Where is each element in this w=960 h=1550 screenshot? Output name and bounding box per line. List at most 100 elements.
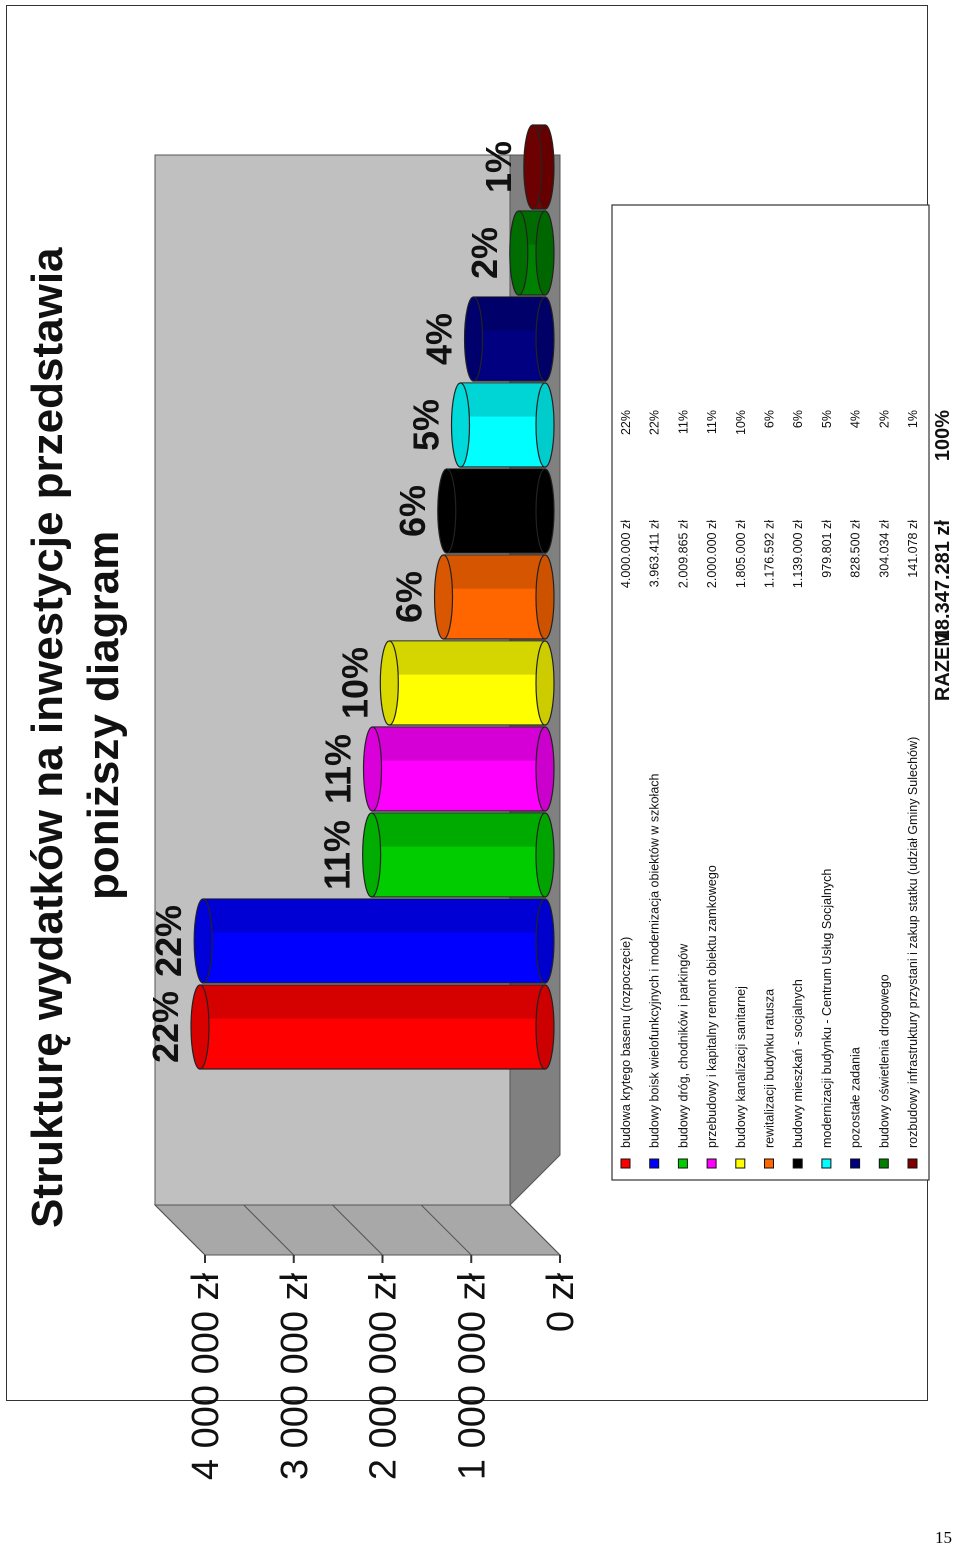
bar-top bbox=[193, 898, 213, 984]
legend-item-name: budowa krytego basenu (rozpoczęcie) bbox=[619, 937, 633, 1148]
legend-item-name: pozostałe zadania bbox=[849, 1047, 863, 1148]
legend-item-amount: 304.034 zł bbox=[877, 520, 891, 578]
legend-swatch bbox=[878, 1158, 889, 1169]
bar-shade bbox=[473, 296, 545, 331]
legend-box bbox=[611, 204, 930, 1181]
bar-top bbox=[463, 296, 484, 382]
total-label: RAZEM bbox=[932, 630, 954, 701]
legend-item-name: rewitalizacji budynku ratusza bbox=[763, 989, 777, 1148]
bar-percent-label: 1% bbox=[478, 141, 519, 193]
bar-base bbox=[535, 984, 555, 1070]
bar-3 bbox=[362, 812, 555, 898]
legend-swatch bbox=[764, 1158, 774, 1169]
legend-item-name: budowy mieszkań - socjalnych bbox=[791, 979, 805, 1148]
bar-top bbox=[362, 726, 383, 812]
bar-shade bbox=[389, 640, 545, 675]
bar-base bbox=[535, 554, 555, 640]
legend-item-percent: 10% bbox=[734, 410, 748, 435]
legend-item-amount: 2.000.000 zł bbox=[705, 520, 719, 588]
bar-base bbox=[535, 640, 555, 726]
bar-base bbox=[535, 382, 555, 468]
bar-base bbox=[535, 210, 555, 296]
bar-percent-label: 6% bbox=[389, 571, 430, 623]
bar-base bbox=[535, 726, 555, 812]
legend-swatch bbox=[620, 1158, 631, 1169]
bar-top bbox=[433, 554, 454, 640]
legend-swatch bbox=[850, 1158, 861, 1169]
legend-swatch bbox=[821, 1158, 832, 1169]
legend-item-amount: 1.176.592 zł bbox=[763, 520, 777, 588]
legend-swatch bbox=[907, 1158, 918, 1169]
bar-base bbox=[535, 812, 555, 898]
legend-item-amount: 141.078 zł bbox=[906, 520, 920, 578]
bar-percent-label: 4% bbox=[419, 313, 460, 365]
legend-swatch bbox=[649, 1158, 660, 1169]
y-tick-label: 3 000 000 zł bbox=[274, 1272, 316, 1480]
bar-top bbox=[523, 124, 543, 210]
legend-swatch bbox=[735, 1158, 746, 1169]
bar-top bbox=[509, 210, 529, 296]
legend-item-amount: 828.500 zł bbox=[849, 520, 863, 578]
rotated-chart-group: 0 zł 1 000 000 zł 2 000 000 zł 3 000 000 zł… bbox=[23, 124, 954, 1480]
y-tick-label: 1 000 000 zł bbox=[451, 1272, 493, 1480]
legend-item-amount: 1.139.000 zł bbox=[791, 520, 805, 588]
y-gridline bbox=[420, 1204, 472, 1256]
page-number: 15 bbox=[935, 1528, 952, 1547]
legend-item-name: budowy dróg, chodników i parkingów bbox=[676, 943, 690, 1148]
bar-percent-label: 11% bbox=[318, 734, 359, 804]
bar-shade bbox=[372, 726, 545, 761]
bar-11 bbox=[523, 124, 555, 210]
legend-item-name: przebudowy i kapitalny remont obiektu za… bbox=[705, 865, 719, 1148]
legend-swatch bbox=[706, 1158, 717, 1169]
legend-item-percent: 4% bbox=[849, 410, 863, 428]
y-tick-label: 2 000 000 zł bbox=[363, 1272, 405, 1480]
bar-base bbox=[535, 468, 555, 554]
bar-base bbox=[535, 898, 555, 984]
legend-item-percent: 6% bbox=[763, 410, 777, 428]
bar-shade bbox=[203, 898, 546, 933]
y-gridline bbox=[509, 1204, 561, 1256]
bar-10 bbox=[509, 210, 555, 296]
legend-swatch bbox=[792, 1158, 803, 1169]
legend-item-percent: 5% bbox=[820, 410, 834, 428]
bar-top bbox=[190, 984, 210, 1070]
total-percent: 100% bbox=[932, 410, 954, 461]
bar-shade bbox=[460, 382, 545, 417]
legend-item-percent: 6% bbox=[791, 410, 805, 428]
legend-item-amount: 3.963.411 zł bbox=[648, 520, 662, 587]
bar-percent-label: 5% bbox=[405, 399, 446, 451]
bar-shade bbox=[446, 468, 546, 503]
bar-top bbox=[437, 468, 457, 554]
legend-item-amount: 4.000.000 zł bbox=[619, 520, 633, 588]
legend-item-name: rozbudowy infrastruktury przystani i zak… bbox=[906, 737, 920, 1148]
bar-2 bbox=[193, 898, 555, 984]
y-gridline bbox=[243, 1204, 295, 1256]
chart-title-line-2: poniższy diagram bbox=[79, 531, 128, 900]
legend-item-percent: 22% bbox=[648, 410, 662, 435]
bar-9 bbox=[463, 296, 555, 382]
bar-5 bbox=[379, 640, 555, 726]
legend-item-amount: 979.801 zł bbox=[820, 520, 834, 578]
bar-percent-label: 10% bbox=[334, 647, 375, 719]
y-gridline bbox=[154, 1204, 206, 1256]
legend-item-percent: 11% bbox=[705, 410, 719, 434]
bar-top bbox=[362, 812, 382, 898]
bar-shade bbox=[200, 984, 545, 1019]
legend-item-percent: 2% bbox=[877, 410, 891, 428]
bar-top bbox=[379, 640, 399, 726]
y-gridline bbox=[332, 1204, 383, 1256]
bar-6 bbox=[433, 554, 555, 640]
total-amount: 18.347.281 zł bbox=[932, 520, 954, 642]
chart-title-line-1: Strukturę wydatków na inwestycje przedst… bbox=[23, 247, 72, 1228]
legend-item-amount: 1.805.000 zł bbox=[734, 520, 748, 588]
bar-shade bbox=[371, 812, 545, 847]
bar-shade bbox=[443, 554, 546, 589]
bar-7 bbox=[437, 468, 555, 554]
bar-percent-label: 6% bbox=[392, 485, 433, 537]
legend-item-name: budowy oświetlenia drogowego bbox=[877, 974, 891, 1148]
bar-percent-label: 2% bbox=[464, 227, 505, 279]
bar-top bbox=[450, 382, 471, 468]
bar-percent-label: 11% bbox=[317, 820, 358, 890]
y-tick-label: 4 000 000 zł bbox=[185, 1272, 227, 1480]
legend-item-percent: 1% bbox=[906, 410, 920, 428]
